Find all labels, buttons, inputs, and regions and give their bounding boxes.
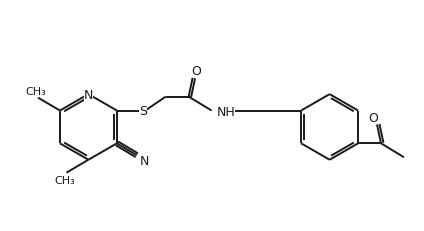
Text: S: S xyxy=(139,105,147,118)
Text: NH: NH xyxy=(217,106,235,119)
Text: N: N xyxy=(140,154,150,167)
Text: O: O xyxy=(368,112,378,125)
Text: O: O xyxy=(192,65,201,78)
Text: CH₃: CH₃ xyxy=(54,175,75,185)
Text: N: N xyxy=(84,88,93,101)
Text: CH₃: CH₃ xyxy=(25,86,46,96)
